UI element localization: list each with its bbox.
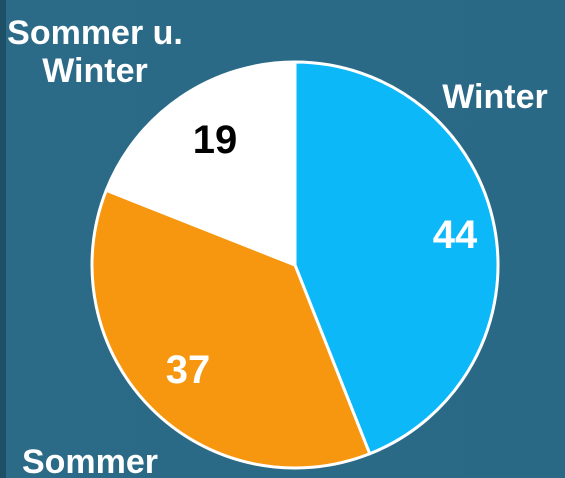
category-label: Sommer [21, 443, 159, 478]
pie-slice [90, 188, 372, 470]
category-label: Winter [442, 78, 548, 116]
value-label: 44 [432, 213, 478, 257]
pie-slice [104, 60, 297, 267]
value-label: 37 [165, 348, 211, 392]
pie-slice [293, 60, 500, 456]
value-label: 19 [192, 118, 238, 162]
category-label: Sommer u. Winter [7, 14, 183, 90]
